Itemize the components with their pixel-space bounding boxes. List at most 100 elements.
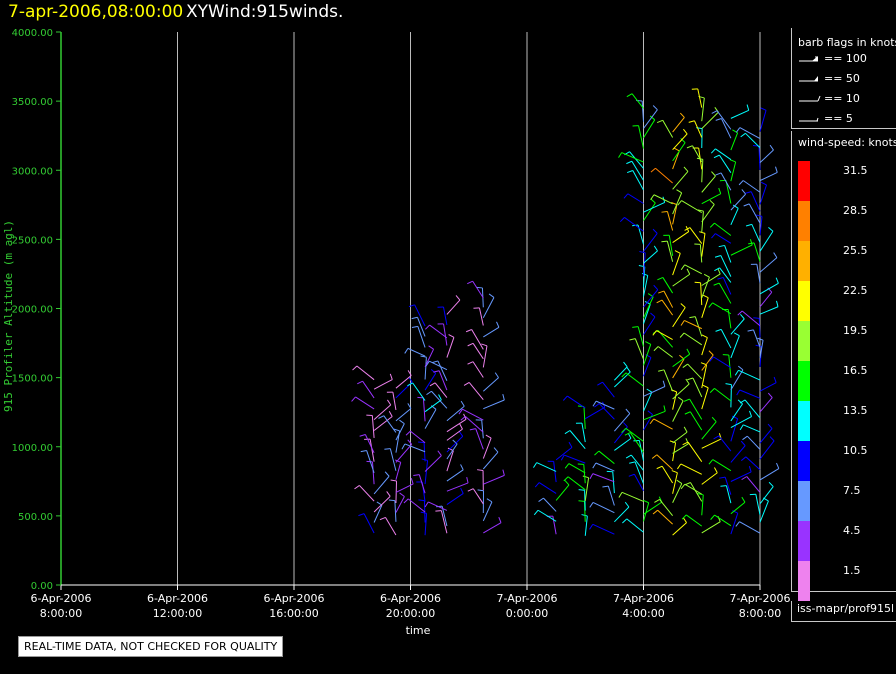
wind-barb-flag <box>685 438 689 444</box>
wind-barb <box>672 150 680 170</box>
wind-barb <box>592 523 615 535</box>
wind-barb <box>739 127 761 139</box>
wind-barb-flag <box>384 448 391 450</box>
wind-barb-flag <box>654 498 660 503</box>
wind-barb-flag <box>387 399 392 406</box>
wind-barb <box>482 377 499 392</box>
wind-barb <box>643 344 652 366</box>
wind-barb-flag <box>533 509 539 516</box>
wind-barb-flag <box>425 360 430 367</box>
wind-barb <box>465 416 484 433</box>
wind-barb <box>701 438 722 449</box>
wind-barb-flag <box>618 492 623 498</box>
barb-legend-10: == 10 <box>798 92 896 107</box>
wind-barb-flag <box>433 370 440 373</box>
wind-barb <box>701 111 719 130</box>
wind-barb <box>446 443 458 460</box>
wind-barb-flag <box>389 373 393 380</box>
wind-barb-flag <box>623 361 628 368</box>
wind-barb <box>759 231 774 252</box>
speed-swatch-label: 31.5 <box>843 164 868 177</box>
y-tick-label: 2500.00 <box>12 235 53 246</box>
wind-barb <box>438 370 448 391</box>
wind-barb-flag <box>564 430 571 435</box>
wind-barb-flag <box>709 222 715 228</box>
wind-barb-flag <box>775 166 778 173</box>
speed-swatch-label: 10.5 <box>843 444 868 457</box>
wind-barb <box>713 356 732 369</box>
wind-barb <box>446 482 469 492</box>
wind-barb-flag <box>703 273 710 278</box>
wind-barb <box>634 338 644 360</box>
wind-barb-flag <box>623 193 629 199</box>
wind-barb-flag <box>681 514 687 520</box>
wind-barb <box>759 216 763 236</box>
wind-barb-flag <box>628 473 635 477</box>
wind-barb-flag <box>657 276 664 281</box>
wind-barb <box>536 462 557 472</box>
wind-barb-flag <box>621 372 627 378</box>
y-tick-label: 3000.00 <box>12 166 53 177</box>
wind-barb-flag <box>653 346 659 352</box>
wind-barb-flag <box>680 138 686 143</box>
wind-barb <box>482 501 493 522</box>
wind-barb-flag <box>448 334 455 338</box>
wind-barb <box>697 88 703 108</box>
wind-barb <box>672 273 691 287</box>
wind-barb <box>656 330 673 340</box>
x-tick-label-date: 7-Apr-2006 <box>729 592 790 605</box>
wind-barb-flag <box>401 443 406 450</box>
speed-swatch <box>798 441 810 481</box>
wind-barb <box>395 408 412 422</box>
wind-barb-flag <box>562 395 568 401</box>
wind-barb <box>424 357 427 380</box>
wind-barb-flag <box>386 491 391 497</box>
wind-barb <box>672 400 684 422</box>
wind-barb <box>684 264 702 275</box>
wind-barb-flag <box>632 326 639 328</box>
wind-barb <box>446 337 455 358</box>
wind-barb-flag <box>740 132 746 138</box>
wind-barb <box>759 282 779 295</box>
wind-barb-flag <box>460 464 464 471</box>
wind-barb <box>643 202 656 221</box>
wind-barb <box>672 483 683 503</box>
wind-barb <box>730 193 746 211</box>
wind-barb-flag <box>737 399 743 405</box>
wind-barb-flag <box>582 475 589 479</box>
wind-barb-flag <box>469 428 476 431</box>
wind-barb-flag <box>718 244 725 248</box>
wind-barb <box>371 415 375 438</box>
wind-barb-flag <box>683 398 690 402</box>
wind-barb-flag <box>477 469 484 471</box>
wind-barb <box>482 345 488 368</box>
wind-barb-flag <box>639 250 646 254</box>
wind-barb-flag <box>683 426 688 433</box>
wind-barb-flag <box>622 422 628 428</box>
wind-barb <box>395 462 402 480</box>
wind-barb-flag <box>619 217 625 223</box>
wind-barb <box>701 159 704 183</box>
wind-barb <box>712 302 732 315</box>
wind-barb <box>543 497 557 512</box>
wind-barb-flag <box>735 521 740 527</box>
wind-barb-flag <box>669 440 676 444</box>
wind-barb <box>701 387 709 410</box>
speed-swatch-label: 25.5 <box>843 244 868 257</box>
wind-barb-flag <box>459 423 463 430</box>
wind-barb-flag <box>656 299 663 304</box>
wind-barb <box>581 423 586 443</box>
wind-barb <box>373 379 393 390</box>
wind-barb-flag <box>697 209 704 212</box>
wind-barb-flag <box>399 492 405 497</box>
wind-barb-flag <box>768 481 774 487</box>
wind-barb-flag <box>646 388 653 393</box>
wind-barb-flag <box>757 337 764 341</box>
wind-barb-flag <box>467 361 474 365</box>
wind-barb <box>428 501 448 511</box>
speed-swatch <box>798 561 810 601</box>
wind-barb <box>701 364 708 389</box>
wind-barb-flag <box>662 380 666 387</box>
wind-barb <box>483 474 505 485</box>
wind-barb <box>687 363 703 380</box>
